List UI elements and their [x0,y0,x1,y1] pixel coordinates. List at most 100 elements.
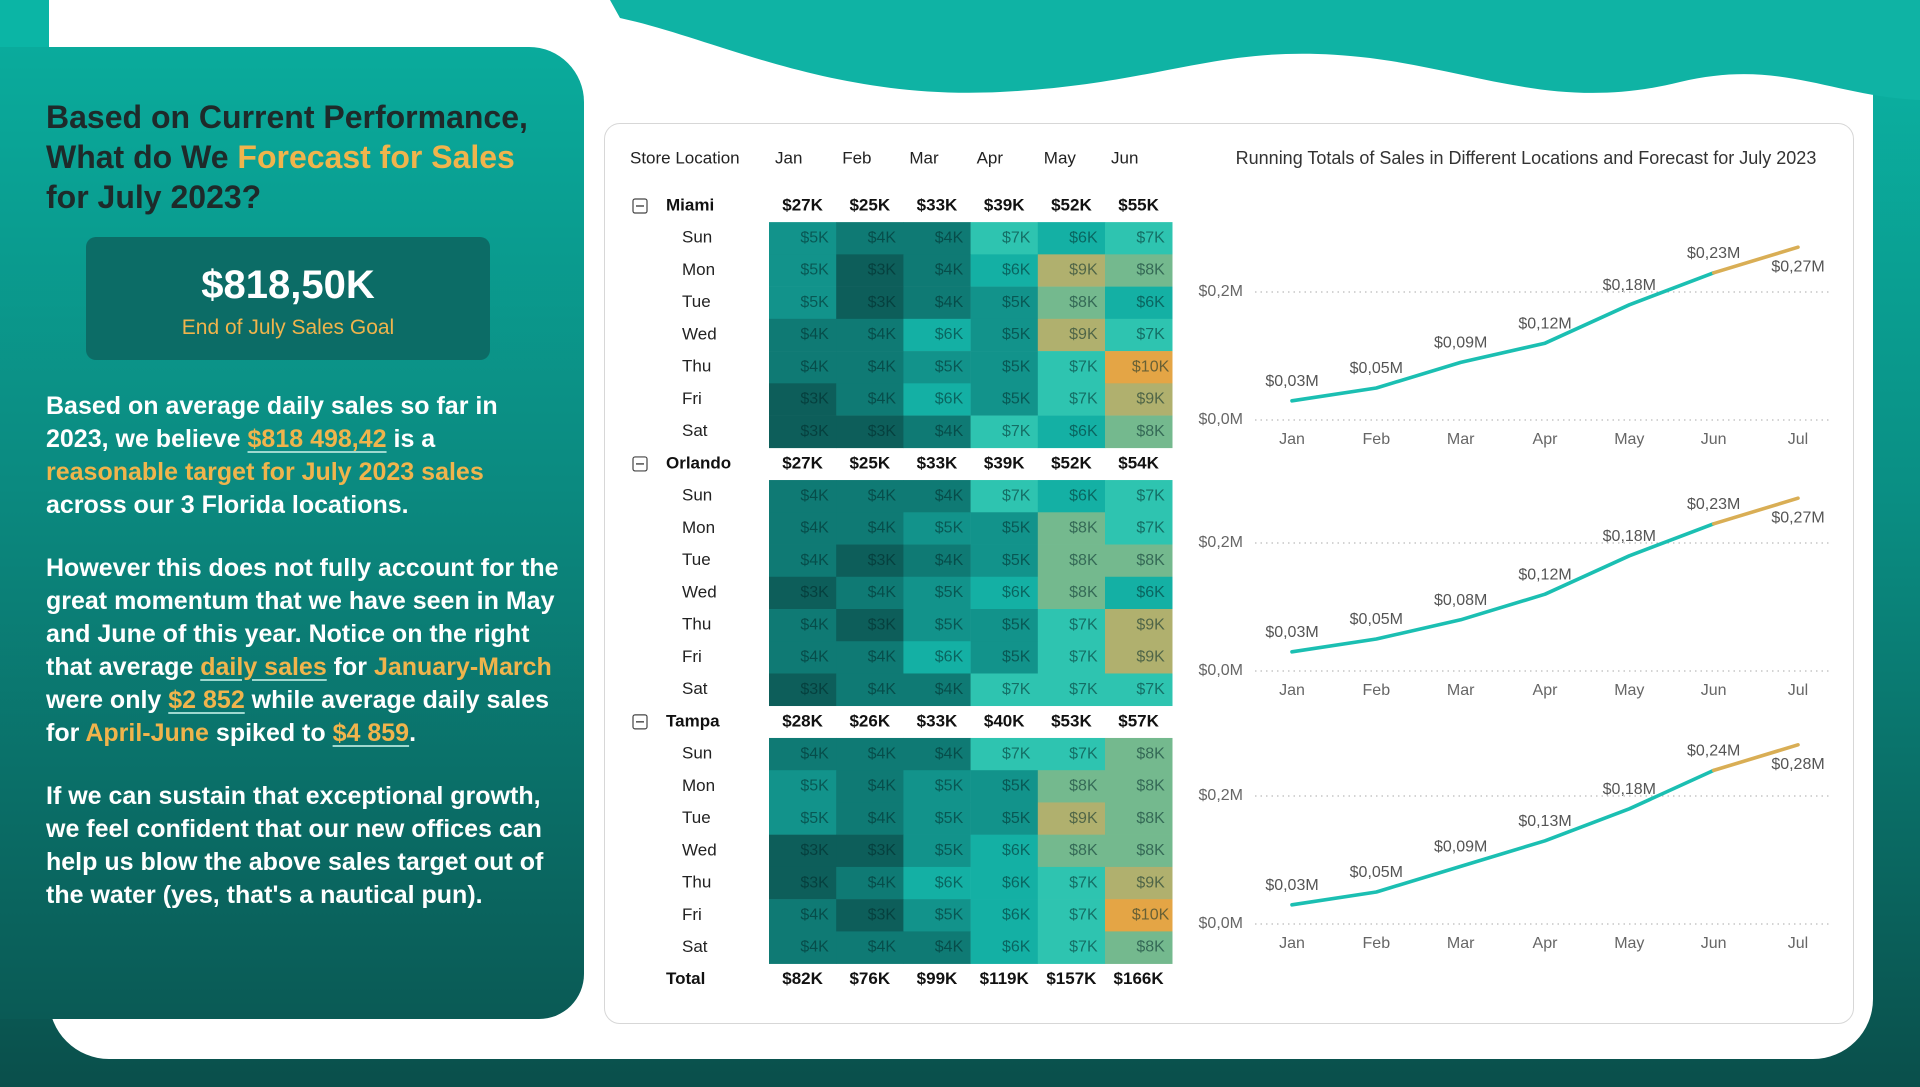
heat-cell [903,866,971,900]
heat-cell [836,641,904,674]
x-tick-label: Jun [1701,935,1727,952]
group-total: $39K [984,453,1025,472]
heat-cell [903,673,971,707]
heat-cell [903,512,971,545]
panel-title: Based on Current Performance, What do We… [46,97,564,217]
cell-label: $9K [1136,616,1165,633]
day-label: Fri [682,647,702,666]
cell-label: $9K [1069,810,1098,827]
heat-cell [769,770,837,803]
grand-total: $119K [980,969,1030,988]
heat-cell [903,834,971,868]
group-total: $52K [1051,453,1092,472]
text-run: However this does not fully account for … [46,554,559,681]
cell-label: $4K [800,358,829,375]
cell-label: $10K [1132,358,1170,375]
data-label: $0,03M [1265,373,1318,390]
heat-cell [903,737,971,771]
cell-label: $3K [800,391,829,408]
heat-cell [1037,737,1106,771]
cell-label: $4K [800,520,829,537]
day-label: Tue [682,292,711,311]
data-label: $0,23M [1687,496,1740,513]
cell-label: $7K [1136,487,1165,504]
heat-cell [970,286,1039,320]
cell-label: $4K [800,552,829,569]
heat-cell [769,286,837,320]
cell-label: $8K [1069,552,1098,569]
data-label: $0,09M [1434,335,1487,352]
cell-label: $8K [1136,745,1165,762]
cell-label: $4K [800,906,829,923]
heat-cell [1037,254,1106,287]
cell-label: $5K [935,842,964,859]
heat-cell [1037,931,1106,964]
highlight: $818 498,42 [247,425,387,453]
cell-label: $4K [800,616,829,633]
x-tick-label: Jan [1279,935,1305,952]
cell-label: $6K [1136,584,1165,601]
line [1290,522,1716,654]
cell-label: $3K [800,842,829,859]
cell-label: $4K [868,326,897,343]
cell-label: $4K [868,358,897,375]
cell-label: $7K [1069,906,1098,923]
text-run: Based on Current Performance, What do We [46,99,528,175]
cell-label: $7K [1002,745,1031,762]
cell-label: $4K [868,487,897,504]
day-label: Fri [682,905,702,924]
heat-cell [1037,351,1106,384]
heat-cell [836,899,904,932]
heat-cell [970,544,1039,578]
cell-label: $4K [935,681,964,698]
heat-cell [903,576,971,610]
paragraph: However this does not fully account for … [46,552,564,750]
cell-label: $5K [1002,520,1031,537]
cell-label: $5K [800,229,829,246]
cell-label: $7K [1069,939,1098,956]
cell-label: $4K [800,745,829,762]
heat-cell [970,222,1039,255]
total-label: Total [666,969,705,988]
heat-cell [970,834,1039,868]
cell-label: $8K [1136,778,1165,795]
cell-label: $5K [800,810,829,827]
heat-cell [970,254,1039,287]
cell-label: $4K [935,294,964,311]
text-run: is a [386,425,436,453]
heat-cell [1105,673,1173,707]
day-label: Thu [682,873,711,892]
cell-label: $5K [1002,552,1031,569]
day-label: Fri [682,389,702,408]
cell-label: $9K [1069,326,1098,343]
heat-cell [836,222,904,255]
heat-cell [903,222,971,255]
text-run: for [326,653,374,681]
heat-cell [769,222,837,255]
cell-label: $7K [1069,616,1098,633]
day-label: Wed [682,840,717,859]
cell-label: $4K [868,520,897,537]
x-tick-label: Jun [1701,431,1727,448]
cell-label: $4K [935,552,964,569]
group-total: $27K [782,195,823,214]
heat-cell [970,673,1039,707]
heat-cell [769,415,837,449]
heat-cell [970,641,1039,674]
line [1711,245,1800,275]
cell-label: $4K [868,874,897,891]
x-tick-label: May [1614,935,1644,952]
x-tick-label: May [1614,682,1644,699]
text-run: across our 3 Florida locations. [46,491,409,519]
heat-cell [769,576,837,610]
x-tick-label: Mar [1447,431,1475,448]
heat-cell [1105,512,1173,545]
grand-total: $99K [917,969,958,988]
cell-label: $4K [868,391,897,408]
column-header: Feb [842,148,871,167]
heat-cell [970,383,1039,416]
cell-label: $4K [868,649,897,666]
line [1711,743,1800,773]
group-total: $53K [1051,711,1092,730]
